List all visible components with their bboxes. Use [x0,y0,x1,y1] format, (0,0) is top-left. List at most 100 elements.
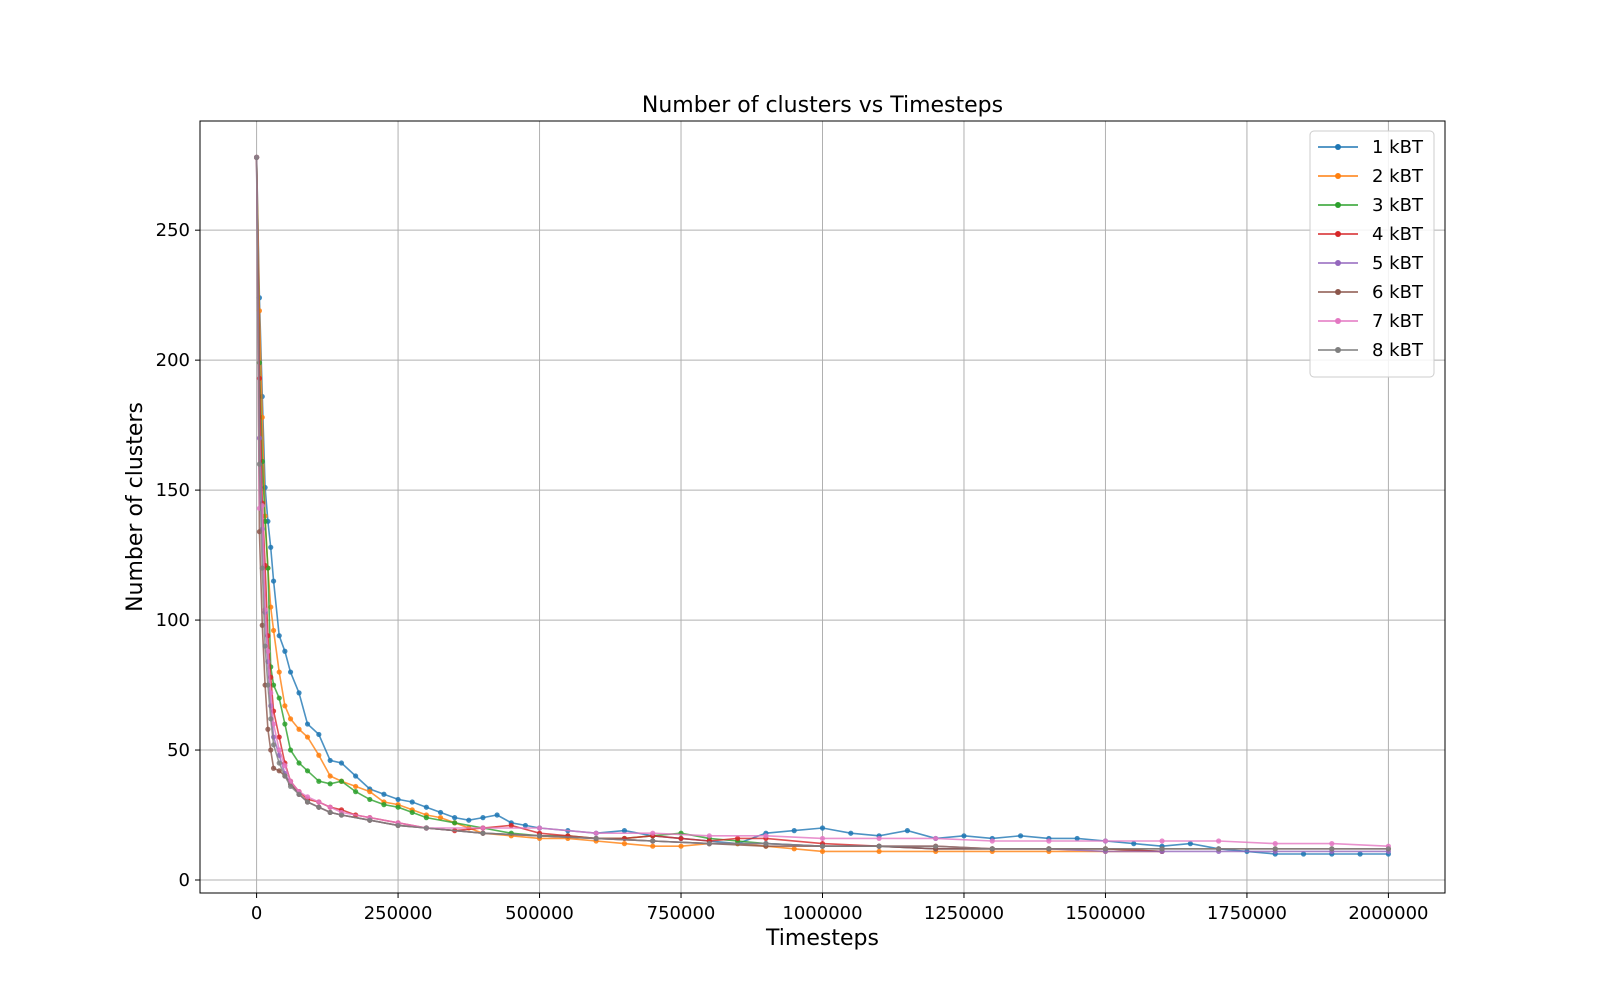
data-point [316,731,322,738]
data-point [338,812,345,818]
legend-item: 1 kBT [1318,137,1424,158]
data-point [466,817,472,823]
legend-item: 6 kBT [1318,282,1424,303]
data-point [282,703,288,709]
data-point [367,789,373,795]
data-point [338,778,345,784]
data-point [395,822,401,829]
data-point [1102,846,1109,852]
data-point [1159,838,1165,844]
y-axis-ticks: 0 50 100 150 200 250 [156,220,200,891]
data-point [353,773,359,779]
data-point [265,726,271,732]
data-point [276,768,282,774]
data-point [270,765,277,771]
data-point [270,578,277,584]
y-tick-label: 200 [156,350,190,371]
data-point [819,843,826,849]
legend-label: 4 kBT [1372,224,1424,245]
x-tick-label: 250000 [364,903,433,924]
legend-label: 2 kBT [1372,166,1424,187]
data-point [876,843,882,849]
y-axis-label: Number of clusters [123,402,148,612]
legend-marker [1335,289,1341,295]
data-point [316,752,322,758]
data-point [933,835,939,842]
legend-label: 1 kBT [1372,137,1424,158]
data-point [270,742,277,748]
legend-item: 5 kBT [1318,253,1424,274]
data-point [367,817,373,823]
data-point [327,757,333,764]
data-point [395,804,401,810]
data-point [763,841,769,847]
legend-marker [1335,347,1341,353]
data-point [353,783,359,790]
data-point [1300,851,1307,857]
data-point [287,669,294,675]
x-tick-label: 0 [251,903,262,924]
data-point [276,695,282,701]
data-point [452,815,458,821]
x-tick-label: 1250000 [924,903,1004,924]
data-point [1272,846,1278,852]
data-point [593,835,599,842]
data-point [367,796,373,803]
x-tick-label: 2000000 [1348,903,1428,924]
data-point [1102,838,1109,844]
data-point [316,778,322,784]
data-point [304,721,311,727]
data-point [522,822,528,829]
data-point [304,734,311,740]
data-point [265,648,271,654]
data-point [276,633,282,639]
data-point [304,799,311,805]
data-point [650,838,656,844]
data-point [265,682,271,688]
data-point [327,781,333,787]
data-point [259,565,265,571]
data-point [437,809,444,816]
data-point [763,833,769,839]
data-point [1046,846,1052,852]
data-point [819,825,826,831]
data-point [706,841,712,847]
data-point [621,841,628,847]
series-2 [253,154,1165,855]
data-point [268,544,274,550]
data-point [253,154,260,160]
series-line [255,157,1163,853]
data-point [848,830,854,836]
data-point [327,804,333,810]
data-point [536,833,543,839]
legend-box [1309,130,1435,378]
data-point [1216,846,1222,852]
data-point [423,804,429,810]
legend: 1 kBT 2 kBT 3 kBT 4 kBT 5 kBT 6 kBT 7 kBT 8 kBT [1309,130,1435,378]
series-3 [253,154,1165,855]
data-point [791,846,797,852]
data-point [1187,841,1193,847]
data-point [876,835,882,842]
legend-marker [1335,318,1341,324]
legend-marker [1335,202,1341,208]
series-8 [253,154,1392,852]
legend-item: 2 kBT [1318,166,1424,187]
series-line [255,157,1163,853]
series-line [255,157,1162,853]
data-point [395,796,401,803]
data-point [282,648,288,654]
x-axis-ticks: 0 250000 500000 750000 1000000 1250000 1500000… [251,893,1428,924]
data-point [276,734,282,740]
data-point [287,716,294,722]
data-point [268,716,274,722]
data-point [791,828,797,834]
data-point [508,822,514,829]
y-tick-label: 250 [156,220,190,241]
data-point [536,825,543,831]
data-point [1017,833,1024,839]
legend-marker [1335,260,1341,266]
legend-label: 8 kBT [1372,340,1424,361]
data-point [1131,841,1137,847]
